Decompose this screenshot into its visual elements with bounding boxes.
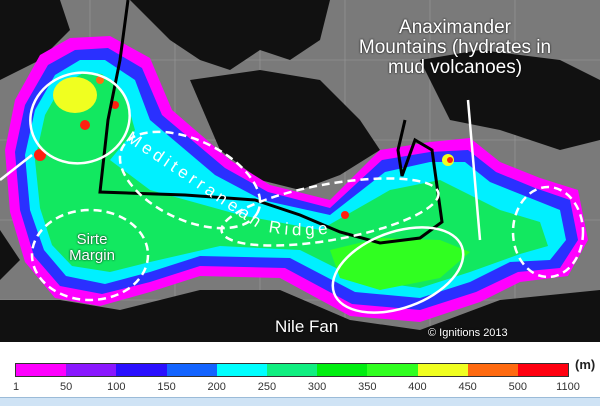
colorbar-tick-label: 300	[307, 381, 327, 393]
anaximander-label: Anaximander Mountains (hydrates in mud v…	[358, 17, 552, 78]
colorbar	[15, 363, 569, 377]
copyright-label: © Ignitions 2013	[428, 327, 508, 339]
colorbar-tick-label: 500	[508, 381, 527, 393]
colorbar-segment	[317, 364, 368, 376]
hydrate-thickness-map: Mediterranean Ridge	[0, 0, 600, 342]
colorbar-segment	[166, 364, 217, 376]
nile-fan-label: Nile Fan	[275, 317, 339, 336]
colorbar-tick-label: 400	[408, 381, 427, 393]
colorbar-segment	[66, 364, 117, 376]
province-outlines	[0, 71, 585, 314]
colorbar-segment	[216, 364, 267, 376]
colorbar-tick-label: 450	[458, 381, 477, 393]
colorbar-segment	[16, 364, 67, 376]
colorbar-tick-label: 50	[60, 381, 73, 393]
colorbar-tick-label: 1	[12, 381, 20, 393]
colorbar-segment	[367, 364, 418, 376]
colorbar-segment	[517, 364, 569, 376]
bottom-border	[0, 397, 600, 406]
colorbar-segment	[467, 364, 518, 376]
colorbar-tick-label: 150	[157, 381, 176, 393]
colorbar-segment	[266, 364, 318, 376]
sirte-margin-label: Sirte Margin	[69, 231, 115, 264]
colorbar-segment	[417, 364, 468, 376]
colorbar-tick-label: 100	[107, 381, 126, 393]
land-masses	[0, 0, 600, 342]
colorbar-segment	[116, 364, 167, 376]
thickness-field	[5, 36, 588, 322]
colorbar-unit: (m)	[575, 357, 596, 372]
colorbar-tick-label: 250	[257, 381, 277, 393]
colorbar-tick-label: 350	[358, 381, 377, 393]
colorbar-tick-label: 1100	[556, 381, 580, 393]
colorbar-tick-label: 200	[207, 381, 226, 393]
